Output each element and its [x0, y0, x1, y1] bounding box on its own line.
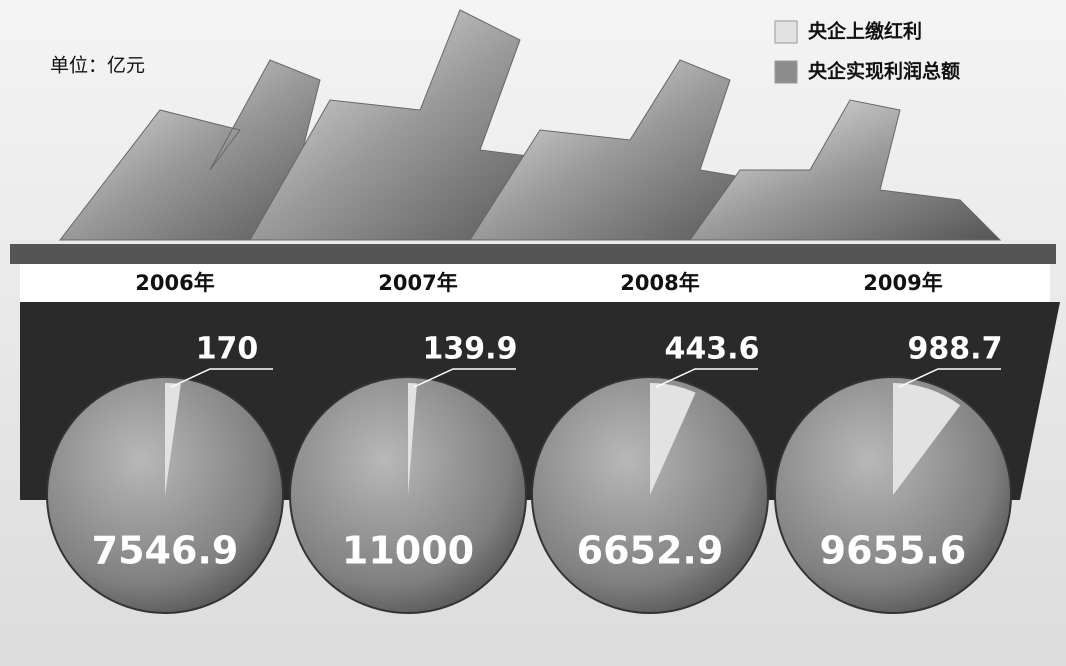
pie-slice [893, 383, 961, 495]
decoration [58, 9, 1002, 241]
legend-label: 央企实现利润总额 [808, 60, 960, 83]
leader-line [413, 368, 516, 388]
year-label: 2009年 [863, 271, 942, 295]
value-label: 170 [196, 332, 259, 367]
pie-slice [165, 383, 181, 495]
leader-line [898, 368, 1001, 388]
shelf [10, 244, 1056, 264]
value-label: 443.6 [665, 332, 760, 367]
legend-swatch [774, 60, 798, 84]
value-label: 988.7 [908, 332, 1003, 367]
value-label: 9655.6 [820, 529, 967, 573]
year-strip [20, 264, 1050, 302]
value-label: 6652.9 [577, 529, 724, 573]
unit-label: 单位：亿元 [50, 55, 145, 77]
value-label: 139.9 [423, 332, 518, 367]
pie-slice [408, 383, 417, 495]
year-label: 2007年 [378, 271, 457, 295]
year-label: 2008年 [620, 271, 699, 295]
year-label: 2006年 [135, 271, 214, 295]
value-label: 11000 [342, 529, 474, 573]
value-label: 7546.9 [92, 529, 239, 573]
legend-label: 央企上缴红利 [808, 20, 922, 43]
leader-line [655, 368, 758, 388]
pie-slice [650, 383, 696, 495]
legend-swatch [774, 20, 798, 44]
leader-line [170, 368, 273, 388]
